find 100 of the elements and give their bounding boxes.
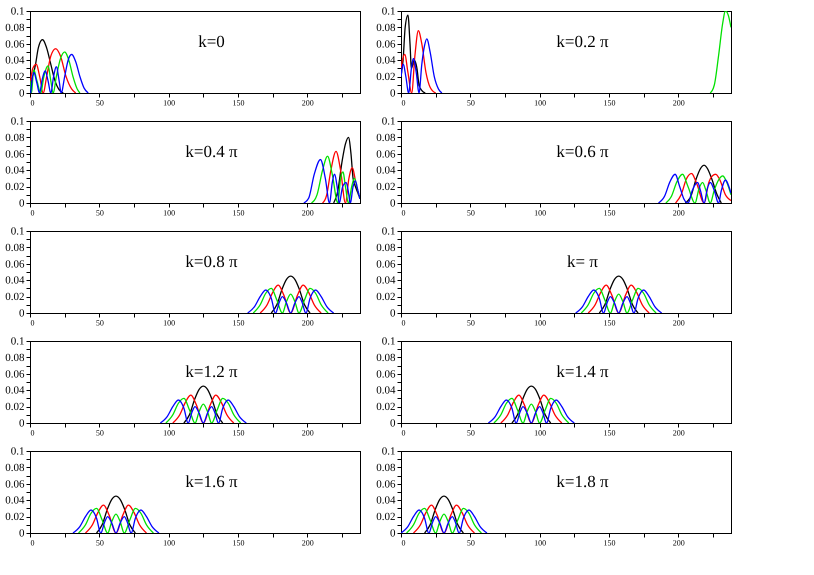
text: k=0.4 π xyxy=(185,142,238,162)
y-tick-label: 0.08 xyxy=(376,462,396,474)
y-tick-label: 0.06 xyxy=(376,148,396,160)
y-tick-label: 0.02 xyxy=(376,181,396,194)
x-tick-label: 0 xyxy=(402,538,406,548)
y-tick-label: 0 xyxy=(390,308,396,320)
x-tick-label: 200 xyxy=(302,538,314,548)
line-series xyxy=(84,504,148,533)
line-series xyxy=(78,508,154,533)
x-tick-label: 200 xyxy=(672,318,685,328)
x-tick-label: 150 xyxy=(232,318,244,328)
x-tick-label: 50 xyxy=(96,428,104,438)
x-tick-label: 0 xyxy=(30,538,34,548)
x-tick-label: 100 xyxy=(534,208,546,218)
x-tick-label: 50 xyxy=(96,318,104,328)
y-tick-label: 0.04 xyxy=(376,274,396,287)
line-series xyxy=(674,172,731,203)
text: k=1.6 π xyxy=(185,472,238,492)
x-tick-label: 200 xyxy=(672,208,685,218)
x-tick-label: 100 xyxy=(534,428,546,438)
x-tick-label: 150 xyxy=(232,428,244,438)
line-series xyxy=(588,284,650,313)
x-tick-label: 50 xyxy=(466,208,475,218)
y-tick-label: 0.02 xyxy=(5,401,24,414)
x-tick-label: 0 xyxy=(30,98,34,108)
y-tick-label: 0.1 xyxy=(10,336,24,348)
x-tick-label: 200 xyxy=(302,318,314,328)
line-series xyxy=(165,398,242,423)
x-tick-label: 150 xyxy=(232,538,244,548)
line-series xyxy=(511,385,552,423)
text: k=1.4 π xyxy=(556,362,609,382)
y-tick-label: 0.02 xyxy=(5,291,24,304)
x-tick-label: 200 xyxy=(302,98,314,108)
y-tick-label: 0.08 xyxy=(376,242,396,254)
line-series xyxy=(424,495,464,533)
y-tick-label: 0.1 xyxy=(382,116,396,128)
x-tick-label: 100 xyxy=(163,318,176,328)
y-tick-label: 0.1 xyxy=(382,336,396,348)
y-tick-label: 0.1 xyxy=(10,226,24,238)
x-tick-label: 200 xyxy=(672,98,685,108)
text: k=0.6 π xyxy=(556,142,609,162)
y-tick-label: 0.08 xyxy=(376,352,396,364)
y-tick-label: 0.08 xyxy=(5,132,25,144)
line-series xyxy=(310,156,360,203)
text: k=0 xyxy=(198,32,225,52)
line-series xyxy=(260,284,322,313)
y-tick-label: 0.06 xyxy=(5,478,25,490)
text: k=0.8 π xyxy=(185,252,238,272)
x-tick-label: 150 xyxy=(603,428,616,438)
x-tick-label: 50 xyxy=(466,98,475,108)
line-series xyxy=(406,508,482,533)
y-tick-label: 0.04 xyxy=(5,54,25,67)
line-series xyxy=(684,164,722,203)
x-tick-label: 0 xyxy=(30,208,34,218)
x-tick-label: 100 xyxy=(163,428,176,438)
y-tick-label: 0.1 xyxy=(382,226,396,238)
line-series xyxy=(252,288,329,313)
x-tick-label: 100 xyxy=(163,538,176,548)
x-tick-label: 0 xyxy=(402,318,406,328)
line-series xyxy=(710,11,731,93)
line-series xyxy=(500,394,562,423)
line-series xyxy=(412,504,476,533)
y-tick-label: 0.1 xyxy=(10,6,24,18)
y-tick-label: 0.04 xyxy=(5,384,25,397)
line-series xyxy=(183,385,224,423)
line-series xyxy=(72,509,160,533)
line-series xyxy=(580,288,657,313)
x-tick-label: 200 xyxy=(302,428,314,438)
y-tick-label: 0.1 xyxy=(382,6,396,18)
y-tick-label: 0.04 xyxy=(376,384,396,397)
y-tick-label: 0.06 xyxy=(376,368,396,380)
line-series xyxy=(30,54,89,93)
y-tick-label: 0.06 xyxy=(5,148,25,160)
line-series xyxy=(172,394,234,423)
y-tick-label: 0.02 xyxy=(5,511,24,524)
line-series xyxy=(493,398,570,423)
x-tick-label: 50 xyxy=(96,538,104,548)
x-tick-label: 0 xyxy=(402,428,406,438)
x-tick-label: 100 xyxy=(534,538,546,548)
y-tick-label: 0 xyxy=(390,88,396,100)
y-tick-label: 0.02 xyxy=(376,401,396,414)
y-tick-label: 0.06 xyxy=(376,258,396,270)
x-tick-label: 100 xyxy=(534,318,546,328)
y-tick-label: 0.04 xyxy=(5,164,25,177)
y-tick-label: 0.08 xyxy=(5,352,25,364)
x-tick-label: 150 xyxy=(603,318,616,328)
y-tick-label: 0.02 xyxy=(5,71,24,84)
text: k=1.8 π xyxy=(556,472,609,492)
x-tick-label: 200 xyxy=(302,208,314,218)
line-series xyxy=(401,30,436,93)
text: k= π xyxy=(567,252,598,272)
line-series xyxy=(247,289,334,313)
x-tick-label: 100 xyxy=(163,208,176,218)
y-tick-label: 0.08 xyxy=(376,22,396,34)
x-tick-label: 0 xyxy=(402,208,406,218)
line-series xyxy=(401,509,488,533)
y-tick-label: 0.1 xyxy=(10,446,24,458)
x-tick-label: 200 xyxy=(672,538,685,548)
y-tick-label: 0.06 xyxy=(5,38,25,50)
y-tick-label: 0.04 xyxy=(5,494,25,507)
